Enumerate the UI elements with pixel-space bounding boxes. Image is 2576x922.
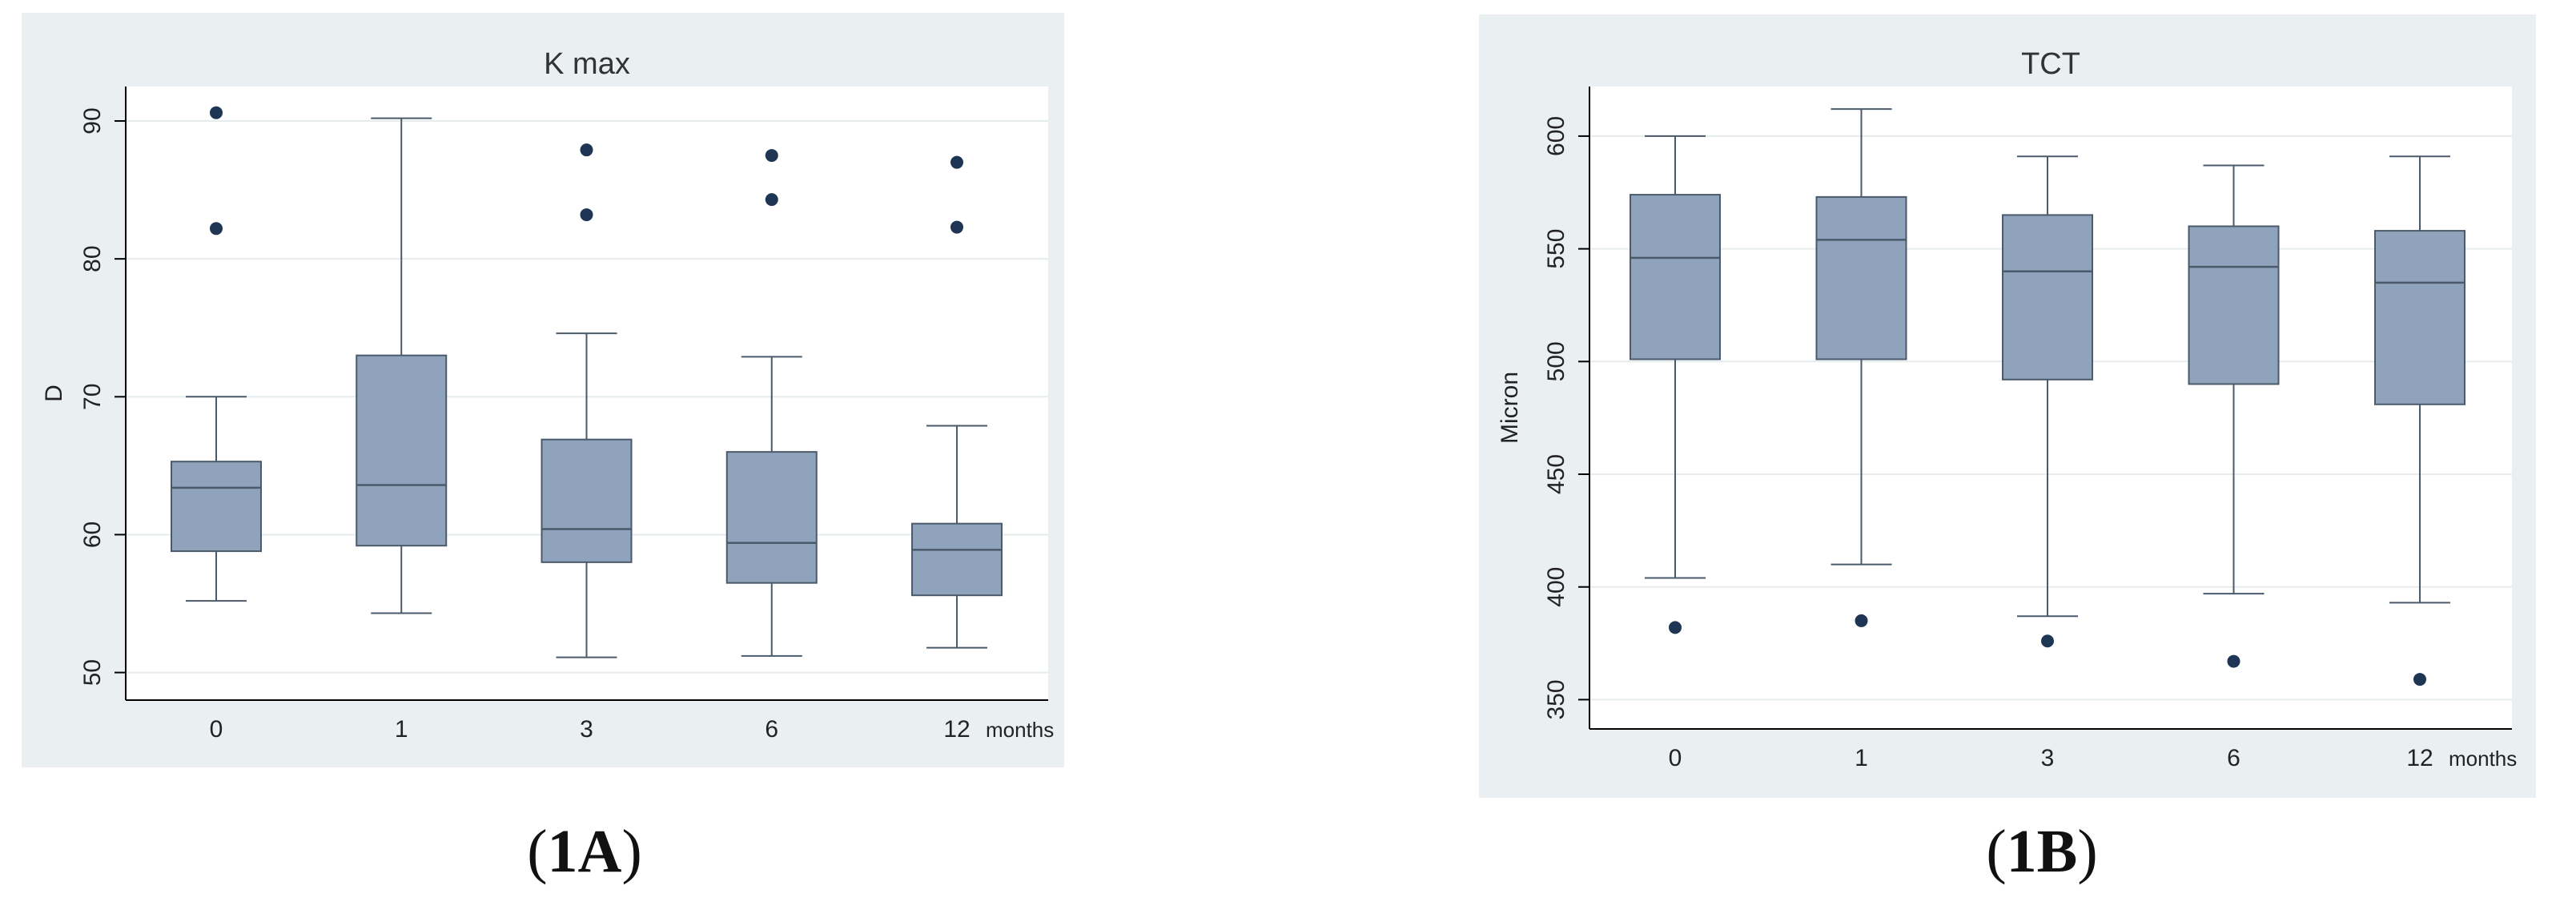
y-tick-label: 90 xyxy=(79,107,106,134)
outlier-point xyxy=(765,149,778,163)
iqr-box xyxy=(2002,214,2093,380)
figure-caption-1b: (1B) xyxy=(1986,818,2098,885)
outlier-point xyxy=(580,208,593,222)
iqr-box xyxy=(2374,230,2465,405)
outlier-point xyxy=(2227,654,2240,668)
y-tick-label: 350 xyxy=(1543,679,1569,719)
x-tick-label: 12 xyxy=(943,716,970,743)
outlier-point xyxy=(1855,614,1868,627)
y-tick-label: 70 xyxy=(79,384,106,410)
box-3 xyxy=(2002,155,2093,648)
y-axis-label: Micron xyxy=(1497,372,1523,444)
chart-title: K max xyxy=(544,47,630,81)
box-0 xyxy=(1630,135,1721,634)
outlier-point xyxy=(210,222,223,236)
y-tick-label: 60 xyxy=(79,521,106,548)
outlier-point xyxy=(580,143,593,157)
box-6 xyxy=(725,149,818,657)
box-3 xyxy=(541,143,633,658)
x-tick-label: 6 xyxy=(765,716,778,743)
x-axis-label: months xyxy=(2449,747,2517,771)
outlier-point xyxy=(210,106,223,119)
y-tick-label: 80 xyxy=(79,245,106,272)
outlier-point xyxy=(765,193,778,207)
box-12 xyxy=(911,155,1003,649)
y-tick-label: 550 xyxy=(1543,229,1569,269)
outlier-point xyxy=(1669,621,1682,634)
y-tick-label: 500 xyxy=(1543,341,1569,381)
iqr-box xyxy=(541,438,633,563)
y-tick-label: 50 xyxy=(79,659,106,686)
outlier-point xyxy=(2041,634,2054,648)
outlier-point xyxy=(950,220,963,234)
x-axis-label: months xyxy=(986,718,1054,742)
x-tick-label: 0 xyxy=(1669,745,1682,771)
x-tick-label: 3 xyxy=(580,716,593,743)
x-tick-label: 12 xyxy=(2406,745,2433,771)
iqr-box xyxy=(1815,195,1907,360)
y-tick-label: 600 xyxy=(1543,116,1569,156)
tct-box-plot: 350 400 450 500 550 600 TCT Micron 0 1 3 6 12 months xyxy=(1497,47,2517,771)
box-6 xyxy=(2188,164,2280,668)
iqr-box xyxy=(2188,225,2280,385)
x-tick-label: 1 xyxy=(1855,745,1868,771)
y-tick-label: 400 xyxy=(1543,567,1569,607)
x-tick-label: 6 xyxy=(2227,745,2240,771)
x-tick-label: 1 xyxy=(395,716,408,743)
outlier-point xyxy=(950,155,963,169)
iqr-box xyxy=(725,451,818,584)
y-axis-label: D xyxy=(41,385,67,402)
box-12 xyxy=(2374,155,2465,686)
kmax-box-plot: 50 60 70 80 90 K max D 0 1 3 6 12 months xyxy=(41,47,1054,743)
box-1 xyxy=(1815,108,1907,627)
iqr-box xyxy=(911,522,1003,597)
x-tick-label: 0 xyxy=(210,716,223,743)
x-tick-label: 3 xyxy=(2041,745,2055,771)
plot-area xyxy=(1589,87,2512,729)
y-tick-label: 450 xyxy=(1543,454,1569,494)
iqr-box xyxy=(1630,194,1721,360)
chart-panel-tct: 350 400 450 500 550 600 TCT Micron 0 1 3 6 12 months xyxy=(1479,14,2536,798)
box-0 xyxy=(171,106,262,602)
figure-caption-1a: (1A) xyxy=(527,818,642,885)
chart-title: TCT xyxy=(2021,47,2080,81)
chart-panel-kmax: 50 60 70 80 90 K max D 0 1 3 6 12 months xyxy=(22,13,1064,767)
box-1 xyxy=(356,117,448,614)
outlier-point xyxy=(2413,673,2426,686)
iqr-box xyxy=(171,461,262,553)
iqr-box xyxy=(356,354,448,547)
